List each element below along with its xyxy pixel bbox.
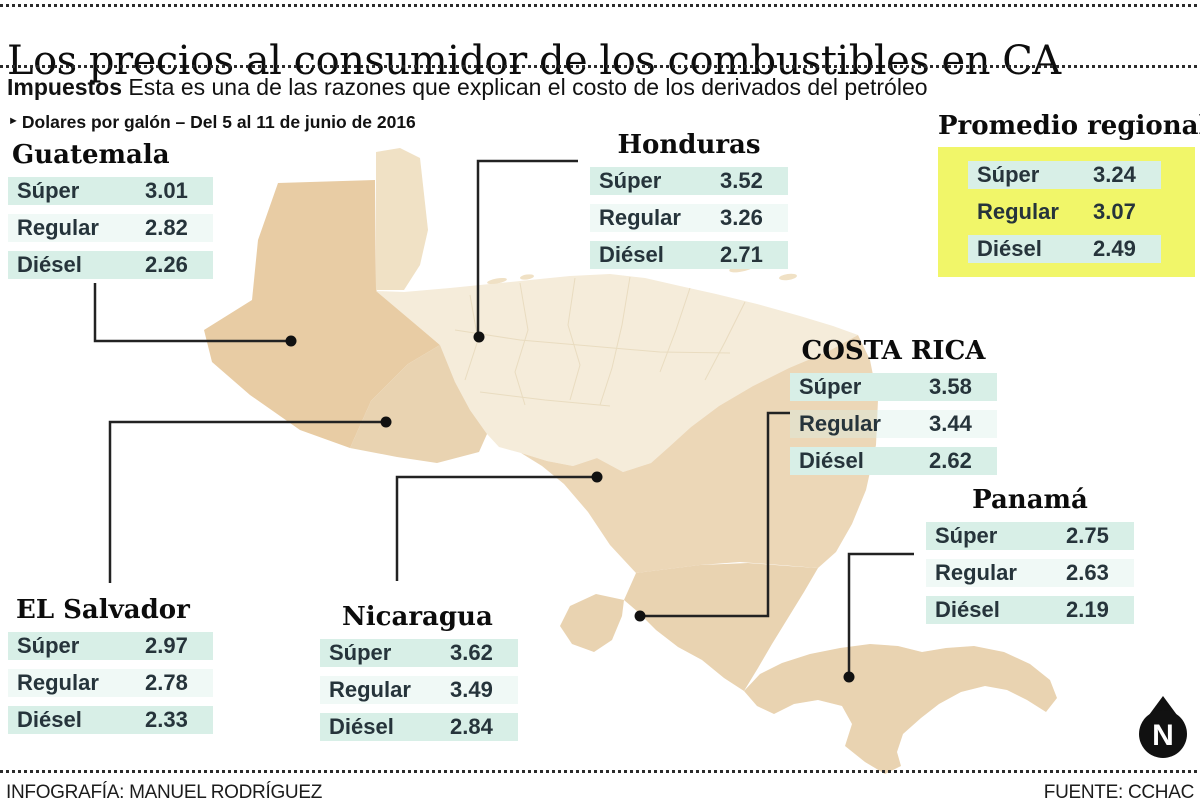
map-nicaragua — [521, 335, 878, 573]
leader-lines — [93, 159, 914, 674]
price-row-super: Súper 3.52 — [590, 167, 788, 195]
price-row-diesel: Diésel 2.26 — [8, 251, 213, 279]
price-row-regular: Regular 3.07 — [977, 199, 1136, 224]
price-row-regular: Regular 2.82 — [8, 214, 213, 242]
top-dotted-rule — [0, 4, 1200, 7]
subtitle-text: Esta es una de las razones que explican … — [122, 74, 928, 100]
price-card-costa-rica: COSTA RICA Súper 3.58 Regular 3.44 Diésel 2… — [790, 336, 997, 484]
units-note-text: Dolares por galón – Del 5 al 11 de junio… — [21, 112, 416, 132]
map-el-salvador — [350, 345, 487, 463]
country-name: EL Salvador — [16, 595, 190, 625]
price-row-regular: Regular 2.78 — [8, 669, 213, 697]
price-row-super: Súper 3.24 — [968, 161, 1161, 189]
compass-letter: N — [1152, 719, 1174, 752]
leader-costa-rica — [642, 411, 790, 618]
country-name: Honduras — [617, 130, 761, 160]
map-panama — [744, 644, 1057, 774]
price-row-regular: Regular 3.44 — [790, 410, 997, 438]
footer-credit: INFOGRAFÍA: MANUEL RODRÍGUEZ — [6, 782, 323, 803]
price-row-regular: Regular 2.63 — [926, 559, 1134, 587]
price-row-diesel: Diésel 2.84 — [320, 713, 518, 741]
price-row-regular: Regular 3.26 — [590, 204, 788, 232]
price-row-super: Súper 2.97 — [8, 632, 213, 660]
footer-source: FUENTE: CCHAC — [1043, 782, 1195, 803]
leader-nicaragua — [395, 475, 594, 581]
country-name: Panamá — [972, 485, 1088, 515]
price-row-super: Súper 3.62 — [320, 639, 518, 667]
price-row-diesel: Diésel 2.33 — [8, 706, 213, 734]
kicker: Impuestos — [7, 74, 123, 100]
title-dotted-rule — [0, 65, 1200, 68]
map-nicoya-peninsula — [560, 594, 624, 652]
map-costa-rica — [624, 563, 818, 691]
price-row-diesel: Diésel 2.71 — [590, 241, 788, 269]
price-row-regular: Regular 3.49 — [320, 676, 518, 704]
leader-guatemala — [93, 283, 288, 343]
arrow-marker-icon: ► — [8, 115, 19, 127]
map-guatemala — [204, 180, 440, 448]
north-compass-icon: N — [1139, 696, 1187, 758]
map-belize — [376, 148, 428, 290]
page-title: Los precios al consumidor de los combust… — [7, 37, 1061, 84]
leader-honduras — [476, 159, 578, 334]
price-card-panama: Panamá Súper 2.75 Regular 2.63 Diésel 2.19 — [926, 485, 1134, 633]
price-row-diesel: Diésel 2.19 — [926, 596, 1134, 624]
price-card-el-salvador: EL Salvador Súper 2.97 Regular 2.78 Diésel… — [8, 595, 213, 743]
price-card-guatemala: Guatemala Súper 3.01 Regular 2.82 Diésel 2.… — [8, 140, 213, 288]
country-name: Guatemala — [12, 140, 170, 170]
regional-average-box: Súper 3.24 Regular 3.07 Diésel 2.49 — [938, 147, 1195, 277]
country-name: COSTA RICA — [801, 336, 986, 366]
price-row-super: Súper 3.58 — [790, 373, 997, 401]
price-card-nicaragua: Nicaragua Súper 3.62 Regular 3.49 Diésel 2.… — [320, 602, 518, 750]
price-row-diesel: Diésel 2.62 — [790, 447, 997, 475]
subtitle: Impuestos Esta es una de las razones que… — [7, 74, 928, 101]
leader-panama — [847, 552, 914, 674]
price-card-honduras: Honduras Súper 3.52 Regular 3.26 Diésel 2.7… — [590, 130, 788, 278]
map-lakes — [528, 477, 609, 555]
map-honduras — [376, 274, 858, 472]
leader-el-salvador — [108, 420, 383, 583]
price-row-super: Súper 3.01 — [8, 177, 213, 205]
units-note: ► Dolares por galón – Del 5 al 11 de juni… — [8, 112, 416, 133]
leader-dots — [285, 331, 855, 683]
country-name: Nicaragua — [342, 602, 493, 632]
regional-average-title: Promedio regional — [938, 111, 1200, 141]
footer-dotted-rule — [0, 770, 1200, 773]
price-row-super: Súper 2.75 — [926, 522, 1134, 550]
price-row-diesel: Diésel 2.49 — [968, 235, 1161, 263]
